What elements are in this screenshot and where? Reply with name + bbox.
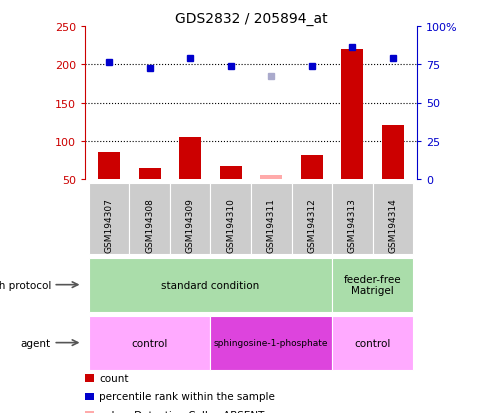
Bar [98,153,120,180]
FancyBboxPatch shape [332,184,372,254]
Text: GSM194312: GSM194312 [307,197,316,252]
Bar [138,168,161,180]
Bar [89,316,210,370]
FancyBboxPatch shape [129,184,169,254]
Text: standard condition: standard condition [161,280,259,290]
Text: GSM194308: GSM194308 [145,197,154,252]
Bar [210,316,332,370]
Text: feeder-free
Matrigel: feeder-free Matrigel [343,274,401,296]
Text: GSM194313: GSM194313 [347,197,356,252]
Bar [85,393,93,400]
Text: GSM194311: GSM194311 [266,197,275,252]
Bar [259,176,282,180]
Bar [381,126,403,180]
Text: count: count [99,373,129,383]
Bar [89,258,332,312]
Text: GSM194314: GSM194314 [388,197,396,252]
Text: control: control [354,338,390,348]
Bar [85,374,93,382]
Title: GDS2832 / 205894_at: GDS2832 / 205894_at [174,12,327,26]
FancyBboxPatch shape [291,184,332,254]
FancyBboxPatch shape [169,184,210,254]
FancyBboxPatch shape [251,184,291,254]
Text: GSM194309: GSM194309 [185,197,194,252]
Bar [332,258,412,312]
Bar [219,167,242,180]
Text: value, Detection Call = ABSENT: value, Detection Call = ABSENT [99,410,264,413]
FancyBboxPatch shape [89,184,129,254]
FancyBboxPatch shape [210,184,251,254]
Bar [179,138,201,180]
Text: GSM194307: GSM194307 [105,197,113,252]
Text: growth protocol: growth protocol [0,280,51,290]
Bar [340,50,363,180]
Bar [85,411,93,413]
FancyBboxPatch shape [372,184,412,254]
Text: control: control [131,338,167,348]
Text: GSM194310: GSM194310 [226,197,235,252]
Text: agent: agent [21,338,51,348]
Text: sphingosine-1-phosphate: sphingosine-1-phosphate [213,338,328,347]
Bar [300,155,322,180]
Text: percentile rank within the sample: percentile rank within the sample [99,392,275,401]
Bar [332,316,412,370]
